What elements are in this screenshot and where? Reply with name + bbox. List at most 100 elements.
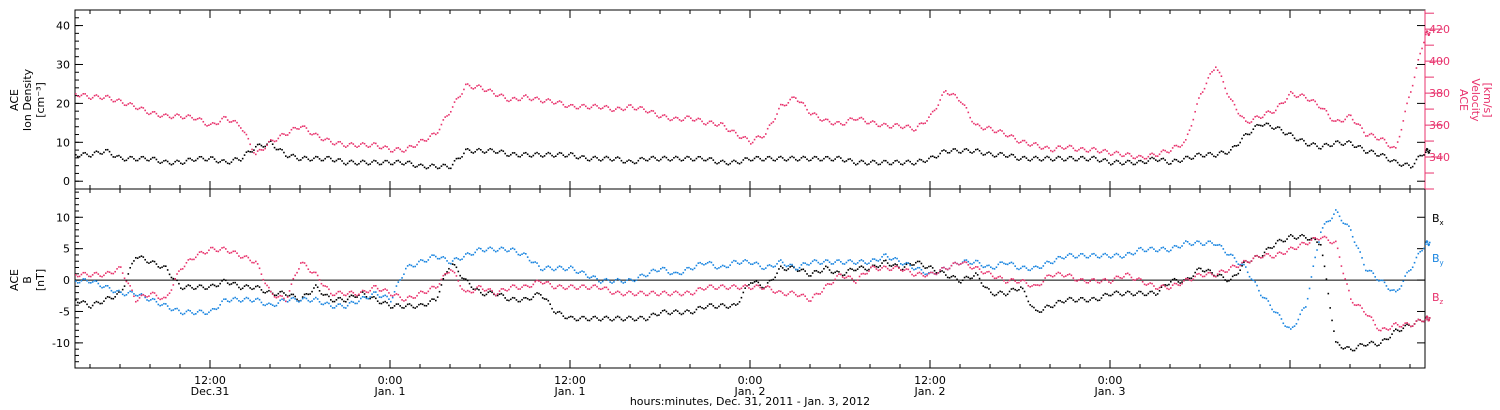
- y-tick-label: 10: [56, 136, 70, 149]
- data-point-bz: [1235, 266, 1238, 268]
- data-point-bz: [108, 271, 111, 273]
- data-point-bx: [990, 291, 992, 294]
- data-point-by: [322, 303, 325, 306]
- data-point-velocity: [988, 125, 990, 128]
- data-point-bx: [911, 264, 913, 266]
- data-point-bx: [112, 297, 115, 300]
- data-point-by: [1156, 250, 1159, 253]
- data-point-bx: [545, 298, 548, 301]
- data-point-by: [558, 265, 561, 267]
- data-point-by: [459, 259, 461, 261]
- data-point-bx: [213, 284, 216, 287]
- data-point-bx: [178, 282, 180, 285]
- data-point-bz: [915, 274, 917, 277]
- data-point-by: [103, 286, 105, 288]
- data-point-bx: [768, 279, 771, 282]
- data-point-by: [93, 279, 96, 282]
- data-point-by: [881, 256, 883, 258]
- data-point-bz: [1365, 313, 1367, 316]
- data-point-bx: [946, 276, 949, 279]
- data-point-velocity: [1252, 118, 1255, 120]
- data-point-velocity: [429, 135, 431, 137]
- data-point-density: [821, 159, 823, 162]
- data-point-velocity: [1398, 135, 1401, 138]
- data-point-density: [1080, 156, 1082, 158]
- data-point-by: [386, 295, 388, 298]
- data-point-velocity: [1038, 146, 1041, 149]
- data-point-bx: [1179, 282, 1181, 284]
- data-point-bz: [166, 294, 169, 296]
- data-point-bz: [776, 291, 778, 293]
- data-point-density: [300, 159, 302, 161]
- data-point-bx: [650, 313, 653, 316]
- data-point-density: [808, 159, 810, 162]
- data-point-by: [240, 301, 242, 303]
- top-ylabel-line-2: Ion Density: [21, 68, 34, 131]
- data-point-bx: [637, 317, 640, 320]
- data-point-bz: [1012, 278, 1015, 280]
- data-point-bx: [616, 315, 619, 318]
- data-point-density: [1125, 161, 1127, 163]
- data-point-bz: [796, 295, 799, 298]
- data-point-velocity: [1074, 149, 1076, 152]
- data-point-density: [298, 159, 300, 162]
- data-point-velocity: [626, 106, 628, 108]
- data-point-bx: [928, 265, 930, 268]
- y-tick-label: 0: [63, 175, 70, 188]
- data-point-bz: [337, 290, 340, 293]
- data-point-bz: [1175, 282, 1178, 285]
- data-point-by: [1342, 222, 1345, 225]
- data-point-velocity: [470, 87, 473, 89]
- data-point-bz: [241, 256, 244, 259]
- data-point-bx: [129, 266, 131, 269]
- data-point-velocity: [1053, 149, 1056, 152]
- data-point-bz: [995, 277, 998, 280]
- data-point-bz: [1036, 284, 1039, 286]
- data-point-bz: [1085, 281, 1088, 284]
- data-point-density: [292, 153, 295, 156]
- data-point-velocity: [1046, 145, 1048, 148]
- data-point-velocity: [1321, 107, 1324, 110]
- data-point-bz: [251, 261, 253, 264]
- data-point-bz: [1014, 280, 1016, 282]
- data-point-velocity: [586, 107, 589, 110]
- data-point-bz: [562, 287, 565, 289]
- data-point-bx: [118, 291, 120, 293]
- data-point-bz: [360, 291, 362, 293]
- data-point-bx: [1357, 344, 1360, 347]
- data-point-bz: [1111, 280, 1114, 282]
- data-point-velocity: [800, 101, 803, 104]
- data-point-bx: [536, 292, 538, 294]
- data-point-by: [616, 277, 619, 280]
- data-point-bz: [1053, 274, 1056, 277]
- data-point-bz: [1023, 279, 1026, 282]
- data-point-density: [1267, 122, 1270, 125]
- data-point-bz: [688, 291, 690, 293]
- data-point-bx: [431, 298, 433, 300]
- data-point-bz: [943, 266, 945, 269]
- data-point-bx: [1305, 237, 1307, 239]
- data-point-density: [886, 161, 889, 164]
- data-point-density: [217, 161, 220, 164]
- data-point-velocity: [1291, 92, 1294, 95]
- data-point-bz: [808, 300, 810, 302]
- data-point-density: [1357, 145, 1360, 147]
- data-point-density: [219, 161, 221, 163]
- data-point-bz: [583, 284, 585, 287]
- data-point-by: [367, 297, 370, 300]
- data-point-velocity: [817, 116, 820, 119]
- data-point-bx: [97, 301, 100, 304]
- data-point-by: [1140, 246, 1142, 249]
- data-point-bz: [616, 290, 619, 293]
- data-point-bz: [125, 280, 128, 283]
- data-point-bz: [588, 288, 591, 290]
- data-point-bz: [671, 293, 673, 296]
- data-point-by: [601, 280, 604, 283]
- data-point-bx: [253, 287, 255, 290]
- data-point-density: [1243, 134, 1245, 136]
- data-point-density: [138, 157, 141, 160]
- data-point-bz: [783, 294, 786, 296]
- data-point-bx: [1027, 300, 1030, 303]
- data-point-velocity: [230, 121, 233, 123]
- data-point-density: [1104, 158, 1106, 160]
